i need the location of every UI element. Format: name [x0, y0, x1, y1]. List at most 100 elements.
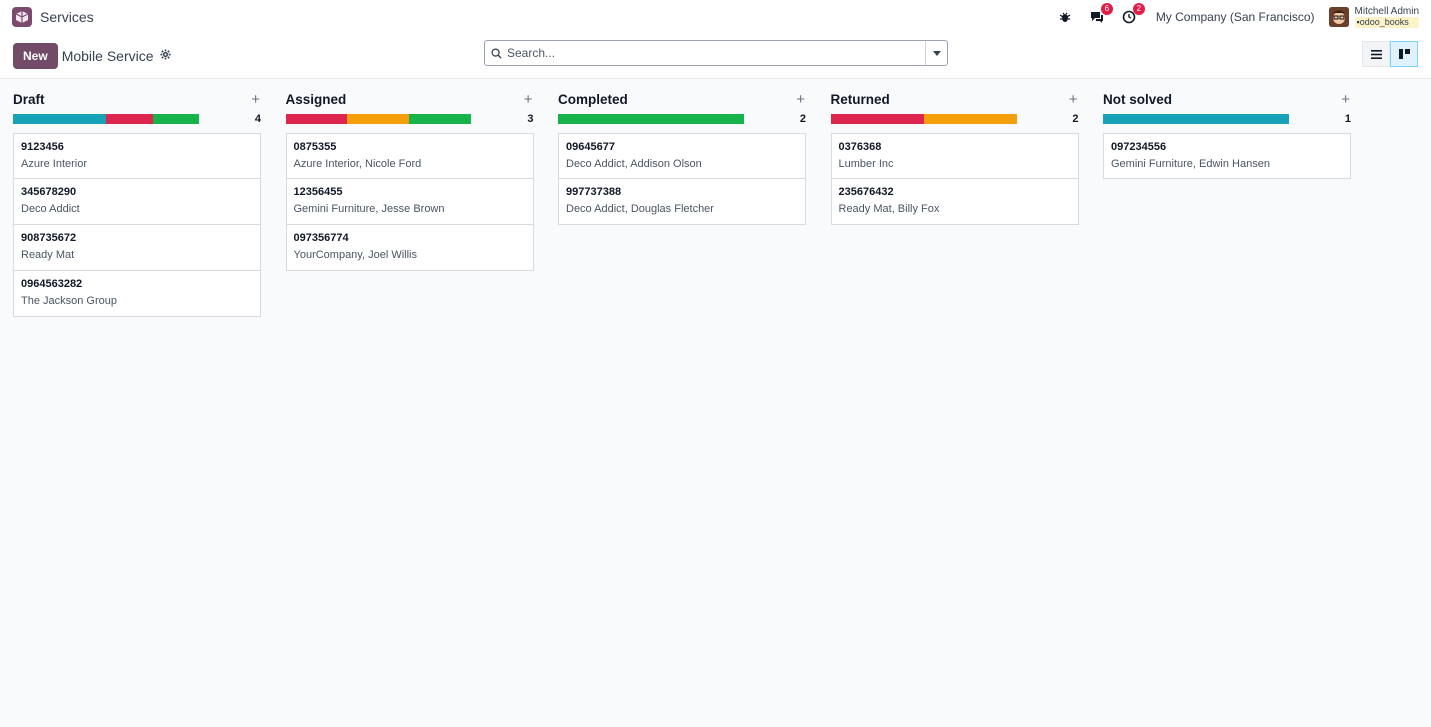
column-progress-row: 2 [558, 113, 806, 125]
database-name: ▪odoo_books [1354, 17, 1419, 28]
column-title[interactable]: Assigned [285, 91, 347, 107]
user-name: Mitchell Admin [1354, 6, 1419, 17]
column-add-icon[interactable]: + [796, 90, 805, 108]
card-customer: YourCompany, Joel Willis [293, 249, 418, 261]
column-title[interactable]: Draft [13, 91, 45, 107]
messages-icon[interactable]: 6 [1088, 3, 1113, 26]
column-count: 1 [1344, 113, 1351, 125]
kanban-card[interactable]: 0376368 Lumber Inc [830, 133, 1079, 179]
new-button[interactable]: New [13, 43, 58, 69]
card-customer: The Jackson Group [21, 295, 117, 307]
card-customer: Azure Interior [21, 158, 88, 170]
kanban-card[interactable]: 345678290 Deco Addict [13, 179, 261, 225]
database-label: odoo_books [1359, 17, 1409, 27]
database-icon: ▪ [1356, 17, 1360, 27]
column-count: 3 [527, 113, 534, 125]
card-reference: 09645677 [566, 141, 615, 153]
card-reference: 997737388 [566, 186, 622, 198]
company-switcher[interactable]: My Company (San Francisco) [1155, 10, 1315, 24]
search-input[interactable] [507, 46, 925, 60]
kanban-board: Draft +4 9123456 Azure Interior 345678290 Dec… [0, 79, 1431, 317]
breadcrumb: Mobile Service [61, 48, 154, 64]
column-count: 4 [254, 113, 261, 125]
messages-badge: 6 [1100, 3, 1113, 15]
progress-segment[interactable] [923, 114, 1017, 124]
kanban-card[interactable]: 097356774 YourCompany, Joel Willis [285, 225, 534, 271]
search-bar[interactable] [484, 40, 948, 66]
column-cards: 0875355 Azure Interior, Nicole Ford 123564… [285, 133, 534, 271]
column-cards: 0376368 Lumber Inc 235676432 Ready Mat, Bil… [830, 133, 1079, 225]
progress-segment[interactable] [13, 114, 106, 124]
column-header: Returned + [830, 90, 1079, 108]
column-progress-row: 1 [1103, 113, 1351, 125]
column-add-icon[interactable]: + [1068, 90, 1078, 108]
column-progress-row: 3 [285, 113, 534, 125]
kanban-card[interactable]: 0875355 Azure Interior, Nicole Ford [285, 133, 534, 179]
column-add-icon[interactable]: + [523, 90, 533, 108]
progress-segment[interactable] [558, 114, 744, 124]
search-icon [485, 47, 507, 59]
user-menu[interactable]: Mitchell Admin ▪odoo_books [1328, 6, 1419, 28]
kanban-card[interactable]: 997737388 Deco Addict, Douglas Fletcher [558, 179, 806, 225]
progress-segment[interactable] [409, 114, 472, 124]
kanban-card[interactable]: 097234556 Gemini Furniture, Edwin Hansen [1103, 133, 1351, 179]
column-progress-bar [830, 114, 1017, 124]
card-customer: Gemini Furniture, Edwin Hansen [1111, 158, 1270, 170]
card-reference: 235676432 [838, 186, 894, 198]
kanban-card[interactable]: 9123456 Azure Interior [13, 133, 261, 179]
kanban-card[interactable]: 0964563282 The Jackson Group [13, 271, 261, 317]
kanban-card[interactable]: 908735672 Ready Mat [13, 225, 261, 271]
column-progress-row: 4 [13, 113, 261, 125]
kanban-column: Not solved +1 097234556 Gemini Furniture, E… [1103, 91, 1351, 317]
card-customer: Azure Interior, Nicole Ford [293, 158, 422, 170]
column-header: Draft + [13, 90, 261, 108]
user-avatar [1328, 7, 1349, 27]
progress-segment[interactable] [830, 114, 924, 124]
control-panel: New Mobile Service [0, 34, 1431, 79]
kanban-card[interactable]: 12356455 Gemini Furniture, Jesse Brown [285, 179, 534, 225]
progress-segment[interactable] [1103, 114, 1289, 124]
column-add-icon[interactable]: + [1341, 90, 1350, 108]
kanban-card[interactable]: 09645677 Deco Addict, Addison Olson [558, 133, 806, 179]
column-progress-bar [13, 114, 199, 124]
debug-bug-icon[interactable] [1056, 8, 1074, 26]
card-customer: Deco Addict, Addison Olson [566, 158, 702, 170]
list-view-button[interactable] [1362, 41, 1390, 67]
kanban-column: Completed +2 09645677 Deco Addict, Addison … [558, 91, 806, 317]
activities-badge: 2 [1132, 3, 1145, 15]
column-add-icon[interactable]: + [251, 90, 260, 108]
card-reference: 0964563282 [21, 278, 83, 290]
top-navbar: Services 6 2 My Company (San Francisco) … [0, 0, 1431, 34]
kanban-column: Returned +2 0376368 Lumber Inc 235676432 Read… [830, 90, 1079, 317]
column-header: Not solved + [1103, 90, 1351, 108]
activities-clock-icon[interactable]: 2 [1120, 3, 1145, 26]
card-reference: 0376368 [838, 141, 882, 153]
kanban-column: Draft +4 9123456 Azure Interior 345678290 Dec… [13, 91, 261, 317]
progress-segment[interactable] [106, 114, 153, 124]
caret-down-icon [932, 50, 941, 56]
card-customer: Deco Addict [21, 203, 80, 215]
column-header: Assigned + [285, 90, 534, 108]
column-title[interactable]: Not solved [1103, 91, 1173, 107]
column-progress-bar [285, 114, 472, 124]
column-cards: 9123456 Azure Interior 345678290 Deco Addic… [13, 133, 261, 317]
column-title[interactable]: Returned [830, 91, 890, 107]
card-customer: Ready Mat, Billy Fox [838, 203, 940, 215]
progress-segment[interactable] [285, 114, 348, 124]
view-switcher [1362, 41, 1418, 67]
column-title[interactable]: Completed [558, 91, 628, 107]
kanban-view-button[interactable] [1390, 41, 1418, 67]
kanban-icon [1398, 49, 1410, 59]
column-cards: 09645677 Deco Addict, Addison Olson 997737… [558, 133, 806, 225]
search-options-toggle[interactable] [925, 41, 947, 65]
gear-icon[interactable] [159, 49, 171, 63]
card-reference: 097356774 [293, 232, 349, 244]
progress-segment[interactable] [152, 114, 199, 124]
services-app-icon[interactable] [12, 7, 32, 27]
card-customer: Deco Addict, Douglas Fletcher [566, 203, 714, 215]
card-reference: 345678290 [21, 186, 77, 198]
progress-segment[interactable] [347, 114, 410, 124]
app-title[interactable]: Services [40, 9, 94, 25]
column-progress-bar [558, 114, 744, 124]
kanban-card[interactable]: 235676432 Ready Mat, Billy Fox [830, 179, 1079, 225]
